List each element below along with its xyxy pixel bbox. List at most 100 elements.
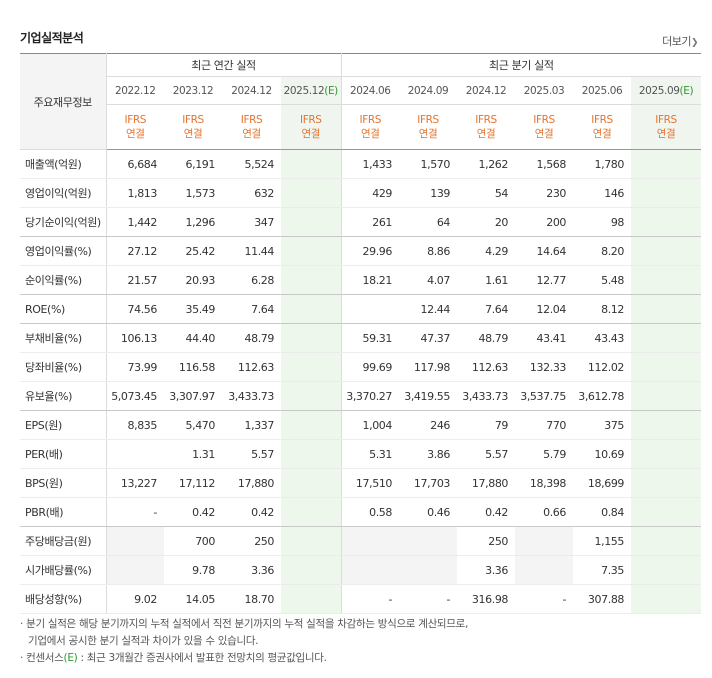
standard-line1: IFRS [300,114,322,126]
table-cell: 106.13 [106,323,164,353]
row-label: 영업이익률(%) [20,236,107,266]
table-row: EPS(원) 8,835 5,470 1,337 1,004 246 79 770 375 [20,410,702,440]
table-cell: 1,568 [515,149,574,179]
standard-line1: IFRS [591,114,613,126]
table-cell: 17,112 [164,468,222,498]
standard-header: IFRS 연결 [106,104,164,150]
table-cell: 230 [515,178,574,208]
period-header: 2023.12 [164,76,222,105]
table-row: ROE(%) 74.56 35.49 7.64 12.44 7.64 12.04 8.12 [20,294,702,324]
table-cell [281,497,342,527]
table-cell: 6,684 [106,149,164,179]
table-cell: 8.86 [399,236,458,266]
period-header: 2025.06 [573,76,632,105]
table-cell: 1,813 [106,178,164,208]
table-row: 주당배당금(원) 700 250 250 1,155 [20,526,702,556]
table-cell: 17,510 [340,468,400,498]
standard-line1: IFRS [124,114,147,126]
table-cell: 117.98 [399,352,458,382]
table-cell: 3,612.78 [573,381,632,411]
table-cell: 5,073.45 [106,381,164,411]
table-cell [631,468,702,498]
table-cell: 21.57 [106,265,164,295]
table-cell [631,352,702,382]
table-cell [281,381,342,411]
table-cell: 3,307.97 [164,381,222,411]
table-row: 당기순이익(억원) 1,442 1,296 347 261 64 20 200 98 [20,207,702,237]
footnote-1-cont: 기업에서 공시한 분기 실적과 차이가 있을 수 있습니다. [28,635,259,647]
table-cell: 43.43 [573,323,632,353]
table-row: BPS(원) 13,227 17,112 17,880 17,510 17,703 17,8… [20,468,702,498]
row-label: 부채비율(%) [20,323,107,353]
standard-line1: IFRS [359,114,382,126]
footnote-2: · 컨센서스(E) : 최근 3개월간 증권사에서 발표한 전망치의 평균값입니… [20,652,327,664]
table-cell: 250 [457,526,516,556]
period-header: 2024.12 [457,76,516,105]
standard-line1: IFRS [533,114,555,126]
row-header: 주요재무정보 [20,53,107,150]
table-cell: 0.42 [222,497,281,527]
footnote-1: · 분기 실적은 해당 분기까지의 누적 실적에서 직전 분기까지의 누적 실적… [20,618,469,630]
table-cell [281,352,342,382]
table-cell: 29.96 [340,236,400,266]
standard-header: IFRS 연결 [281,104,342,150]
table-cell: 0.58 [340,497,400,527]
group-quarter: 최근 분기 실적 [340,53,702,77]
standard-line2: 연결 [534,128,554,140]
period-date: 2024.09 [407,84,449,97]
table-cell: 1,337 [222,410,281,440]
standard-header: IFRS 연결 [399,104,458,150]
table-cell: 4.29 [457,236,516,266]
table-cell [631,381,702,411]
table-cell [631,178,702,208]
standard-line2: 연결 [183,128,203,140]
table-cell: 10.69 [573,439,632,469]
table-cell: 1,573 [164,178,222,208]
footnote-2-mark: (E) [63,652,78,664]
estimate-mark: (E) [679,84,694,97]
table-cell [281,265,342,295]
period-date: 2024.12 [465,84,507,97]
more-label: 더보기 [662,35,691,48]
table-cell [281,526,342,556]
table-cell: 0.84 [573,497,632,527]
table-cell: 20 [457,207,516,237]
table-cell: 5,470 [164,410,222,440]
table-cell: 375 [573,410,632,440]
section-title: 기업실적분석 [20,31,84,45]
table-cell: 6.28 [222,265,281,295]
footnotes: · 분기 실적은 해당 분기까지의 누적 실적에서 직전 분기까지의 누적 실적… [20,616,468,667]
table-cell: 307.88 [573,584,632,614]
table-cell: 17,703 [399,468,458,498]
more-link[interactable]: 더보기❯ [662,33,698,49]
table-cell: 20.93 [164,265,222,295]
table-cell: 1.31 [164,439,222,469]
table-cell: 17,880 [457,468,516,498]
row-label: PER(배) [20,439,107,469]
period-date: 2023.12 [172,84,214,97]
table-cell: 14.64 [515,236,574,266]
table-cell: 146 [573,178,632,208]
standard-line1: IFRS [182,114,204,126]
table-cell [281,207,342,237]
table-cell: 4.07 [399,265,458,295]
standard-line1: IFRS [655,114,677,126]
table-cell: 98 [573,207,632,237]
period-date: 2025.12 [283,84,325,97]
table-cell [631,207,702,237]
table-cell: 64 [399,207,458,237]
period-date: 2025.09 [638,84,680,97]
table-cell [281,584,342,614]
standard-line2: 연결 [242,128,261,140]
table-cell: 0.42 [457,497,516,527]
table-cell: 112.63 [457,352,516,382]
table-cell: 3,433.73 [222,381,281,411]
estimate-mark: (E) [324,84,338,97]
table-cell [340,294,400,324]
table-cell: 47.37 [399,323,458,353]
table-cell [106,526,164,556]
table-cell [631,236,702,266]
table-cell: 3,419.55 [399,381,458,411]
table-cell: 632 [222,178,281,208]
table-row: 부채비율(%) 106.13 44.40 48.79 59.31 47.37 48.79 43… [20,323,702,353]
